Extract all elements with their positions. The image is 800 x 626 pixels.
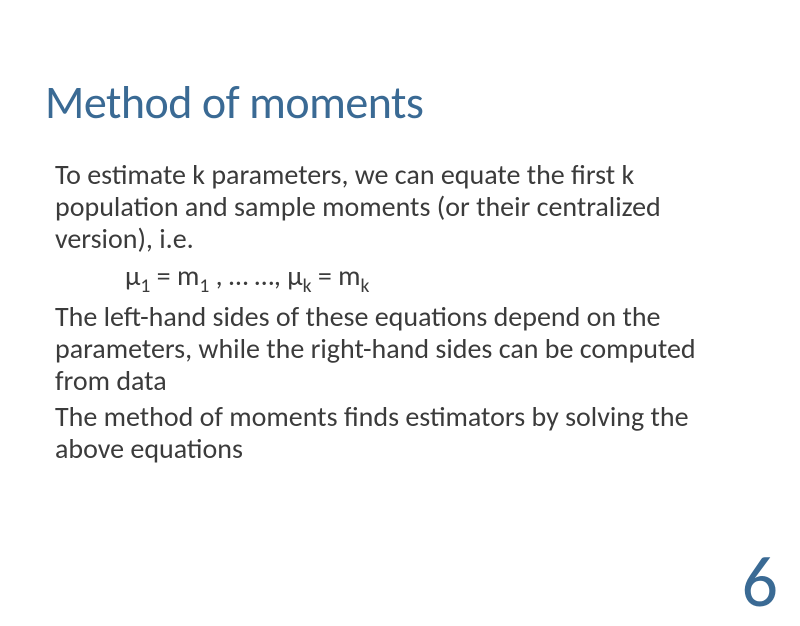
mu-symbol-k: μ <box>287 258 302 293</box>
paragraph-2: The left-hand sides of these equations d… <box>55 301 755 398</box>
mu-symbol-1: μ <box>125 258 140 293</box>
slide-body: To estimate k parameters, we can equate … <box>45 159 755 466</box>
subscript-kb: k <box>361 274 370 298</box>
subscript-1a: 1 <box>140 274 150 298</box>
slide-container: Method of moments To estimate k paramete… <box>0 0 800 600</box>
equals-2: = <box>312 258 339 293</box>
equation-line: μ1 = m1 , … …, μk = mk <box>55 260 755 297</box>
paragraph-1: To estimate k parameters, we can equate … <box>55 159 755 256</box>
m-symbol-1: m <box>177 258 199 293</box>
paragraph-3: The method of moments finds estimators b… <box>55 401 755 465</box>
slide-title: Method of moments <box>45 75 755 131</box>
separator: , … …, <box>209 258 287 293</box>
page-number: 6 <box>742 546 779 618</box>
subscript-ka: k <box>303 274 312 298</box>
subscript-1b: 1 <box>199 274 209 298</box>
equals-1: = <box>150 258 177 293</box>
m-symbol-k: m <box>338 258 360 293</box>
